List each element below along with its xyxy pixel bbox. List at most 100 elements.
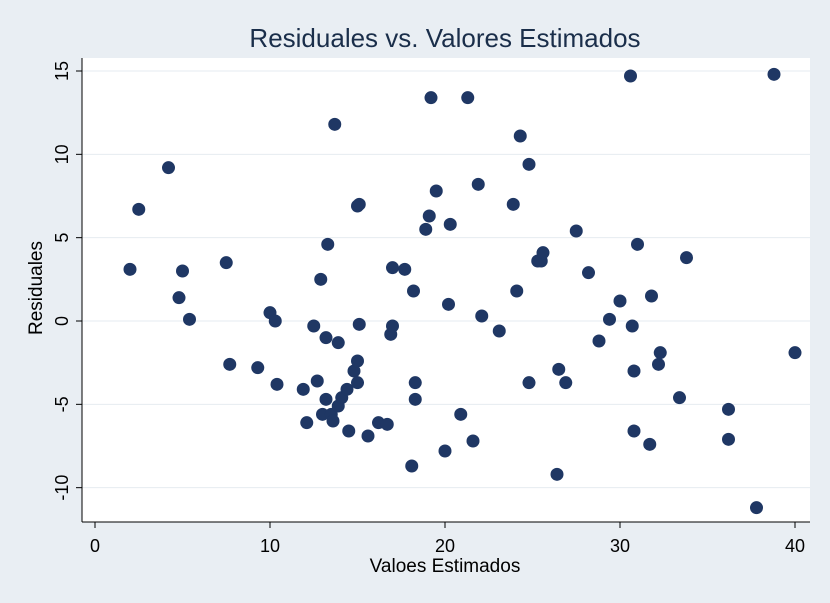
data-point [219,256,233,270]
data-point [466,434,480,448]
data-point [680,251,693,265]
data-point [522,157,536,171]
data-point [592,334,606,348]
data-point [536,246,550,260]
data-point [442,297,455,311]
data-point [310,374,324,388]
data-point [361,429,375,443]
data-point [162,161,175,175]
y-tick-label: -10 [52,475,72,501]
data-point [405,459,419,473]
data-point [767,67,781,81]
data-point [326,414,340,428]
data-point [552,362,566,376]
y-tick-label: 10 [52,144,72,164]
data-points [123,67,802,515]
data-point [408,376,422,390]
data-point [300,416,314,430]
data-point [172,291,186,305]
data-point [351,354,364,368]
grid [82,70,810,489]
data-point [380,417,394,431]
data-point [328,117,342,131]
data-point [123,262,137,276]
data-point [652,357,665,371]
x-tick-label: 40 [785,536,805,556]
data-point [352,197,366,211]
data-point [268,314,282,328]
data-point [407,284,420,298]
data-point [307,319,321,333]
data-point [750,501,763,515]
data-point [461,91,475,105]
data-point [625,319,639,333]
x-tick-label: 0 [90,536,100,556]
data-point [424,91,438,105]
data-point [631,237,644,251]
data-point [386,261,399,275]
data-point [331,336,345,350]
data-point [624,69,637,83]
data-point [351,376,364,390]
data-point [454,407,468,421]
y-tick-label: 0 [52,316,72,326]
data-point [398,262,412,276]
data-point [319,392,333,406]
data-point [438,444,452,458]
data-point [429,184,443,198]
data-point [645,289,658,303]
data-point [223,357,237,371]
data-point [296,382,310,396]
data-point [408,392,422,406]
y-tick-label: -5 [52,396,72,412]
data-point [510,284,524,298]
y-axis-label: Residuales [26,241,47,335]
data-point [475,309,489,323]
data-point [176,264,189,278]
data-point [506,197,520,211]
data-point [513,129,527,143]
data-point [422,209,436,223]
data-point [319,331,333,345]
ticks: 0 10 20 30 40 -10 -5 0 5 10 15 [52,61,805,556]
x-tick-label: 10 [260,536,280,556]
data-point [340,382,354,396]
y-tick-label: 15 [52,61,72,81]
data-point [270,377,284,391]
data-point [613,294,627,308]
data-point [183,312,196,326]
data-point [603,312,616,326]
data-point [582,266,595,280]
data-point [386,319,399,333]
data-point [627,364,641,378]
y-tick-label: 5 [52,233,72,243]
data-point [569,224,583,238]
data-point [627,424,641,438]
data-point [653,346,667,360]
data-point [321,237,335,251]
data-point [352,317,366,331]
x-tick-label: 30 [610,536,630,556]
data-point [251,361,265,375]
x-tick-label: 20 [435,536,455,556]
chart-title: Residuales vs. Valores Estimados [249,23,640,53]
data-point [347,364,361,378]
data-point [342,424,356,438]
data-point [314,272,328,286]
axes [81,58,810,523]
data-point [643,437,657,451]
data-point [559,376,573,390]
data-point [492,324,506,338]
data-point [522,376,536,390]
x-axis-label: Valoes Estimados [370,556,521,577]
data-point [443,217,457,231]
data-point [788,346,802,360]
data-point [132,202,146,216]
data-point [722,432,735,446]
data-point [471,177,485,191]
data-point [673,391,686,405]
data-point [722,402,735,416]
data-point [550,467,564,481]
